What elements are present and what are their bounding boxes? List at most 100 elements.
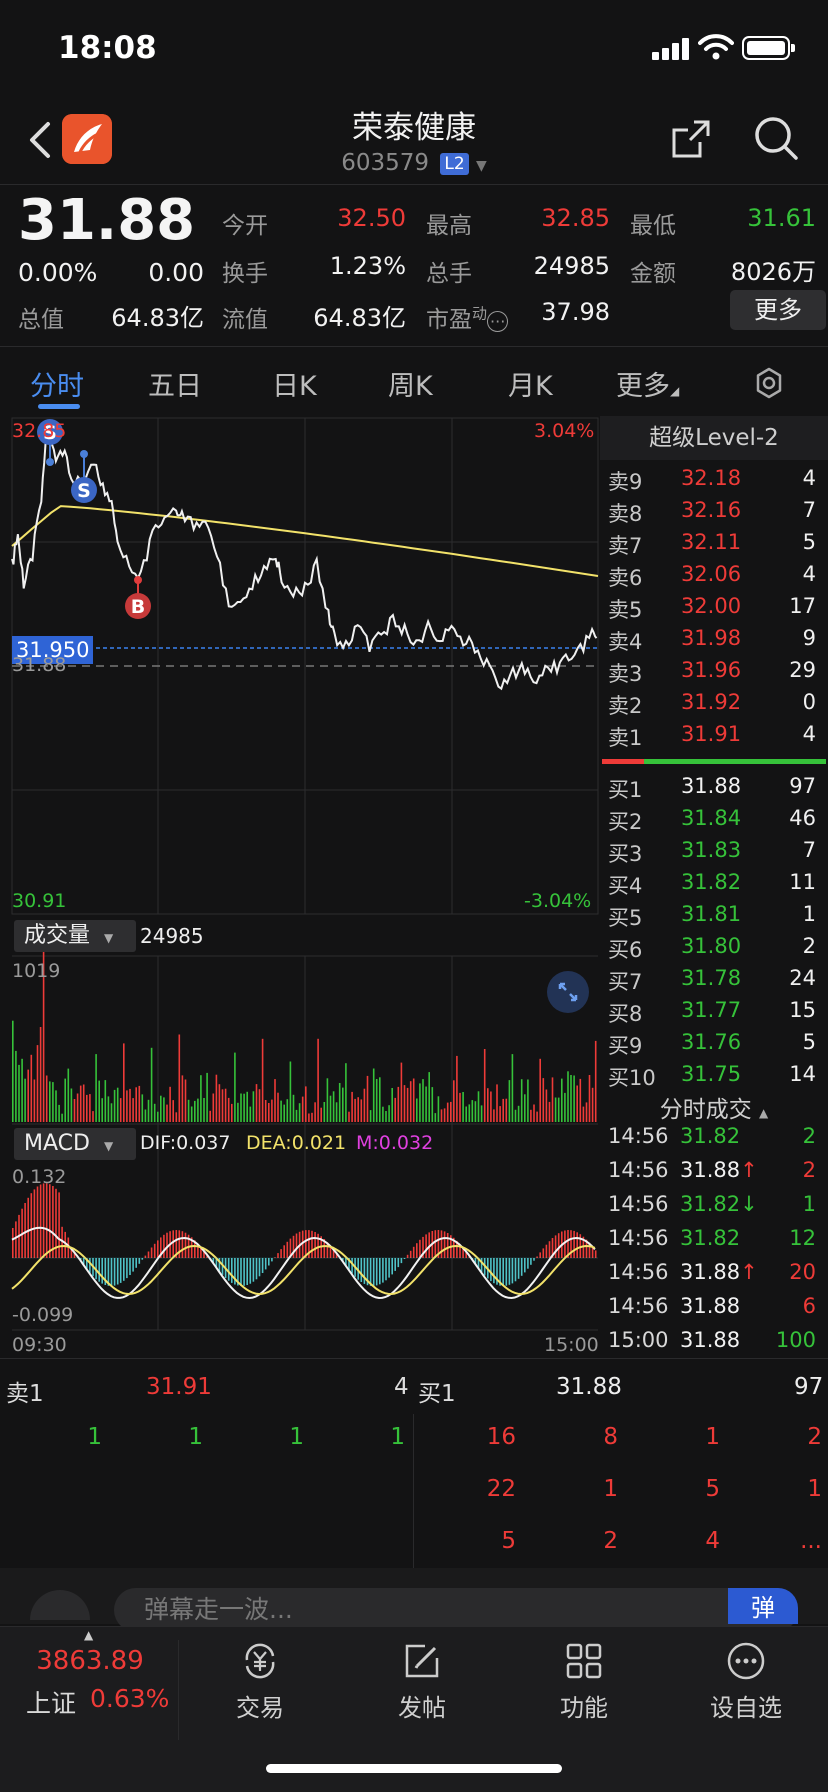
- ask-row[interactable]: 卖7 32.11 5: [604, 530, 824, 562]
- danmu-input[interactable]: 弹幕走一波...: [114, 1588, 798, 1632]
- bid-volume: 2: [802, 934, 816, 958]
- tab-intraday[interactable]: 分时: [30, 371, 84, 402]
- nav-add-watchlist[interactable]: 设自选: [696, 1640, 796, 1723]
- volume-bar: [419, 1083, 421, 1122]
- tab-daily-k[interactable]: 日K: [272, 371, 317, 402]
- bid-row[interactable]: 买4 31.82 11: [604, 870, 824, 902]
- tick-row: 15:00 31.88 100: [604, 1328, 824, 1360]
- ask-row[interactable]: 卖4 31.98 9: [604, 626, 824, 658]
- sell-marker-1: [37, 419, 63, 445]
- nav-functions[interactable]: 功能: [534, 1640, 634, 1723]
- ask-row[interactable]: 卖2 31.92 0: [604, 690, 824, 722]
- macd-bar: [382, 1258, 384, 1283]
- wifi-icon: [698, 34, 734, 60]
- index-value[interactable]: 3863.89: [36, 1646, 144, 1676]
- bid-row[interactable]: 买9 31.76 5: [604, 1030, 824, 1062]
- nav-post[interactable]: 发帖: [372, 1640, 472, 1723]
- volume-bar: [406, 1087, 409, 1122]
- volume-bar: [342, 1087, 344, 1122]
- bid-label: 买9: [608, 1034, 643, 1058]
- status-time: 18:08: [58, 30, 157, 66]
- caret-up-icon: ▲: [759, 1106, 769, 1120]
- macd-bar: [323, 1239, 326, 1258]
- nav-trade[interactable]: 交易: [210, 1640, 310, 1723]
- battery-icon: [742, 36, 795, 60]
- amount-value: 8026万: [730, 258, 816, 286]
- bid-row[interactable]: 买7 31.78 24: [604, 966, 824, 998]
- bid-row[interactable]: 买6 31.80 2: [604, 934, 824, 966]
- volume-bar: [132, 1098, 134, 1122]
- danmu-send-button[interactable]: 弹: [728, 1588, 798, 1624]
- volume-bar: [240, 1093, 242, 1122]
- volume-bar: [169, 1086, 171, 1122]
- orderbook-title[interactable]: 超级Level-2: [600, 416, 828, 460]
- macd-bar: [231, 1258, 233, 1283]
- ticks-title[interactable]: 分时成交 ▲: [600, 1090, 828, 1124]
- bid-row[interactable]: 买3 31.83 7: [604, 838, 824, 870]
- macd-bar: [416, 1243, 418, 1258]
- back-icon[interactable]: [24, 118, 56, 162]
- macd-bar: [274, 1257, 276, 1258]
- bid-label: 买4: [608, 874, 643, 898]
- tick-volume: 100: [775, 1328, 816, 1352]
- ask-row[interactable]: 卖8 32.16 7: [604, 498, 824, 530]
- share-icon[interactable]: [668, 116, 714, 162]
- tab-more[interactable]: 更多◢: [616, 364, 679, 403]
- macd-bar: [505, 1258, 508, 1286]
- pe-label[interactable]: 市盈动 ···: [426, 300, 509, 334]
- volume-bar: [119, 1098, 122, 1122]
- volume-bar: [73, 1099, 76, 1122]
- bid-row[interactable]: 买8 31.77 15: [604, 998, 824, 1030]
- bid-row[interactable]: 买5 31.81 1: [604, 902, 824, 934]
- ask-row[interactable]: 卖1 31.91 4: [604, 722, 824, 754]
- macd-bar: [437, 1230, 440, 1258]
- volume-bar: [224, 1088, 227, 1122]
- bid-row[interactable]: 买2 31.84 46: [604, 806, 824, 838]
- macd-indicator-select[interactable]: MACD ▼: [14, 1128, 136, 1160]
- tab-monthly-k[interactable]: 月K: [508, 371, 553, 402]
- dropdown-caret-icon: ▼: [104, 931, 114, 945]
- volume-bar: [49, 1081, 51, 1122]
- ask-row[interactable]: 卖5 32.00 17: [604, 594, 824, 626]
- high-label: 最高: [426, 213, 472, 239]
- settings-gear-icon[interactable]: [752, 366, 786, 400]
- more-button[interactable]: 更多: [730, 290, 826, 330]
- tab-five-day[interactable]: 五日: [148, 371, 202, 402]
- volume-bar: [338, 1083, 341, 1122]
- volume-indicator-select[interactable]: 成交量 ▼: [14, 920, 136, 952]
- macd-bar: [388, 1258, 390, 1278]
- tick-time: 14:56: [608, 1192, 669, 1216]
- bid-label: 买3: [608, 842, 643, 866]
- ask-price: 31.98: [680, 626, 742, 650]
- volume-bar: [18, 1064, 20, 1122]
- ask-row[interactable]: 卖9 32.18 4: [604, 466, 824, 498]
- volume-bar: [243, 1093, 245, 1122]
- volume-bar: [594, 1040, 597, 1122]
- volume-bar: [227, 1097, 230, 1122]
- macd-bar: [409, 1250, 412, 1258]
- volume-bar: [289, 1061, 292, 1122]
- macd-bar: [351, 1258, 353, 1274]
- macd-bar: [277, 1253, 279, 1258]
- volume-bar: [576, 1085, 578, 1122]
- bid-row[interactable]: 买10 31.75 14: [604, 1062, 824, 1094]
- volume-bar: [372, 1068, 375, 1122]
- expand-icon[interactable]: [546, 970, 590, 1014]
- tick-price-value: 31.88: [680, 1328, 741, 1352]
- ask-row[interactable]: 卖3 31.96 29: [604, 658, 824, 690]
- macd-bar: [197, 1243, 199, 1258]
- nav-functions-label: 功能: [560, 1694, 608, 1722]
- macd-bar: [551, 1238, 554, 1258]
- macd-bar: [107, 1258, 110, 1286]
- tab-weekly-k[interactable]: 周K: [388, 371, 433, 402]
- intraday-chart[interactable]: S S B: [0, 416, 600, 1356]
- stock-code-line[interactable]: 603579 L2 ▼: [0, 150, 828, 176]
- search-icon[interactable]: [752, 114, 800, 162]
- volume-total: 24985: [140, 924, 204, 948]
- volume-bar: [443, 1108, 446, 1122]
- bid-row[interactable]: 买1 31.88 97: [604, 774, 824, 806]
- tick-direction-icon: ↑: [740, 1158, 758, 1182]
- volume-bar: [52, 1082, 54, 1122]
- stock-code: 603579: [341, 150, 430, 176]
- ask-row[interactable]: 卖6 32.06 4: [604, 562, 824, 594]
